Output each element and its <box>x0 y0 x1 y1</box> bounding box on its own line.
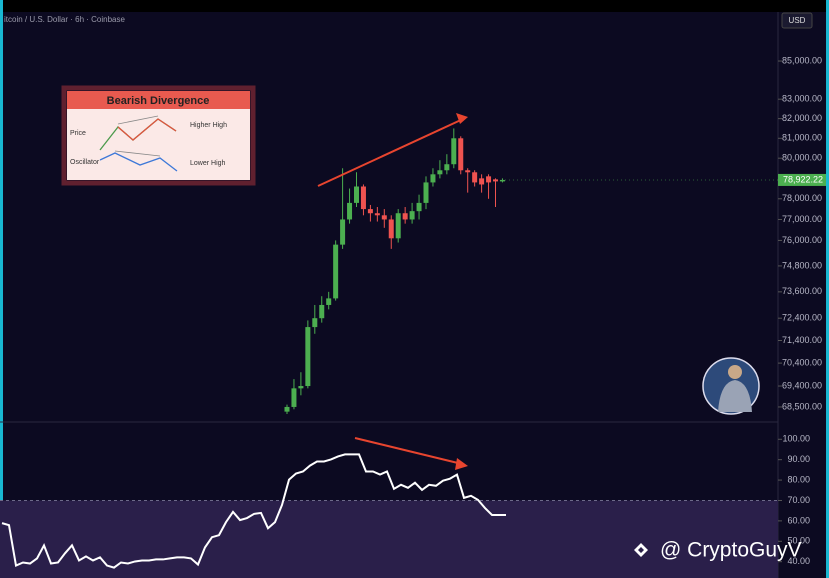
inset-price-line <box>117 118 177 141</box>
candle-body <box>284 406 290 412</box>
avatar-body <box>718 380 752 412</box>
candle-body <box>437 170 443 175</box>
inset-label: Price <box>70 130 86 137</box>
inset: Bearish Divergence Price Higher High Osc… <box>61 85 256 186</box>
candle-body <box>326 298 332 305</box>
inset-header <box>67 91 250 109</box>
y-tick-label: 90.00 <box>787 454 810 464</box>
y-tick-label: 76,000.00 <box>782 235 822 245</box>
y-tick-label: 68,500.00 <box>782 401 822 411</box>
inset-guide <box>114 150 161 157</box>
y-tick-label: 50.00 <box>787 536 810 546</box>
y-tick-label: 70.00 <box>787 495 810 505</box>
candle-body <box>486 176 492 183</box>
inset-label: Higher High <box>190 122 227 129</box>
currency-box <box>781 12 813 29</box>
divergence-arrows <box>317 113 468 470</box>
candle-body <box>451 138 457 165</box>
y-tick-label: 69,400.00 <box>782 380 822 390</box>
candle-body <box>472 172 478 183</box>
rsi-band <box>0 500 778 578</box>
symbol-title: itcoin / U.S. Dollar · 6h · Coinbase <box>4 15 125 24</box>
y-tick-label: 80,000.00 <box>782 153 822 163</box>
candle-body <box>458 138 464 171</box>
candle-body <box>465 170 471 173</box>
candle-body <box>367 209 373 214</box>
inset-osc-line <box>99 152 178 172</box>
y-tick-label: 77,000.00 <box>782 214 822 224</box>
price-arrow <box>317 118 464 187</box>
y-tick-label: 74,800.00 <box>782 260 822 270</box>
right-edge <box>826 0 829 578</box>
candle-body <box>430 174 436 183</box>
watermark-icon <box>634 543 648 557</box>
y-tick-label: 71,400.00 <box>782 335 822 345</box>
y-tick-label: 100.00 <box>782 434 810 444</box>
candle-body <box>402 213 408 220</box>
last-price-label: 78,922.22 <box>783 174 823 184</box>
candle-body <box>298 386 304 389</box>
y-tick-label: 82,000.00 <box>782 113 822 123</box>
inset-label: Lower High <box>190 160 226 167</box>
inset-title: Bearish Divergence <box>107 95 210 107</box>
left-edge <box>0 0 3 578</box>
candle-body <box>291 388 297 407</box>
candle-body <box>409 211 415 220</box>
candle-body <box>444 164 450 171</box>
arrowhead <box>456 113 468 124</box>
y-tick-label: 72,400.00 <box>782 313 822 323</box>
currency: USD <box>789 16 806 25</box>
candle-body <box>395 213 401 239</box>
y-tick-label: 80.00 <box>787 474 810 484</box>
watermark-text: @ CryptoGuyV <box>660 539 802 562</box>
candle-body <box>312 318 318 328</box>
candle-body <box>479 178 485 185</box>
arrowhead <box>455 458 468 470</box>
rsi-arrow <box>354 437 463 465</box>
inset-guide <box>117 115 159 125</box>
y-tick-label: 78,000.00 <box>782 193 822 203</box>
candle-body <box>354 186 359 203</box>
candle-body <box>333 244 339 299</box>
candle-body <box>493 179 498 182</box>
candle-body <box>347 202 353 220</box>
candle-body <box>374 213 380 216</box>
rsi-line <box>1 453 506 569</box>
y-tick-label: 70,400.00 <box>782 357 822 367</box>
inset-label: Oscillator <box>70 159 100 166</box>
y-tick-label: 85,000.00 <box>782 55 822 65</box>
y-tick-label: 83,000.00 <box>782 94 822 104</box>
y-tick-label: 73,600.00 <box>782 286 822 296</box>
watermark: @ CryptoGuyV <box>634 539 802 562</box>
avatar-head <box>728 365 742 379</box>
candle-body <box>388 219 394 239</box>
candle-body <box>340 219 346 245</box>
y-tick-label: 40.00 <box>787 556 810 566</box>
inset-glow <box>61 85 256 186</box>
avatar <box>702 357 760 415</box>
candle-body <box>360 186 366 210</box>
y-tick-label: 60.00 <box>787 515 810 525</box>
y-tick-label: 81,000.00 <box>782 133 822 143</box>
top-bar <box>0 0 829 12</box>
candle-body <box>416 202 422 212</box>
candle-body <box>305 327 311 387</box>
candle-body <box>499 179 505 182</box>
candle-body <box>423 182 429 203</box>
candle-body <box>381 215 387 220</box>
candle-body <box>319 304 325 319</box>
last-price-tag <box>778 173 826 186</box>
